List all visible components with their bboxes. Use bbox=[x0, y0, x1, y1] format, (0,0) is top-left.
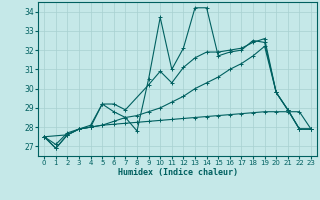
X-axis label: Humidex (Indice chaleur): Humidex (Indice chaleur) bbox=[118, 168, 238, 177]
